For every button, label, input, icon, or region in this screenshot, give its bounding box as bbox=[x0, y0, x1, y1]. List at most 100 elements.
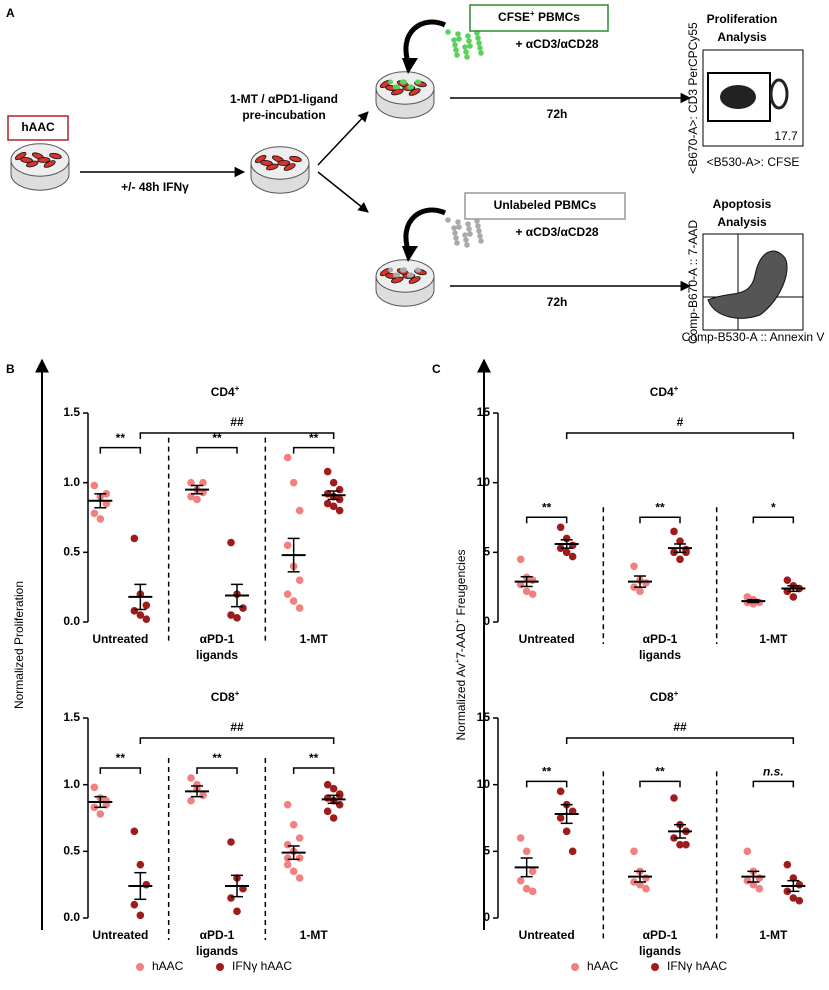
panel-label: A bbox=[6, 6, 15, 20]
data-point bbox=[295, 874, 304, 882]
data-point bbox=[289, 478, 298, 487]
data-point bbox=[96, 515, 105, 523]
pbmc bbox=[466, 226, 472, 232]
stim-label: + αCD3/αCD28 bbox=[515, 225, 598, 239]
superscript: + bbox=[530, 9, 535, 18]
data-point bbox=[528, 576, 537, 584]
cell bbox=[277, 160, 291, 166]
cell bbox=[49, 152, 62, 160]
data-point bbox=[136, 611, 145, 619]
sig-bracket bbox=[525, 516, 568, 524]
cell bbox=[37, 157, 51, 163]
data-point bbox=[783, 860, 792, 869]
sig-label: ## bbox=[673, 720, 687, 734]
data-point bbox=[556, 814, 565, 822]
x-tick-label: Untreated bbox=[92, 928, 148, 942]
data-point bbox=[295, 576, 304, 584]
data-point bbox=[516, 876, 525, 885]
data-point bbox=[96, 810, 105, 818]
pbmc bbox=[477, 45, 483, 51]
text-part: CD4 bbox=[211, 385, 235, 399]
x-tick-label: Untreated bbox=[92, 632, 148, 646]
legend-marker bbox=[136, 963, 144, 971]
x-tick-label: 1-MT bbox=[300, 928, 329, 942]
data-point bbox=[630, 562, 638, 571]
pbmc bbox=[453, 235, 459, 241]
density bbox=[769, 78, 789, 110]
y-tick-label: 1.0 bbox=[63, 475, 80, 489]
data-point bbox=[743, 593, 752, 601]
data-point bbox=[187, 774, 195, 782]
y-tick-label: 5 bbox=[483, 545, 490, 559]
pbmc bbox=[393, 84, 398, 90]
y-tick-label: 15 bbox=[477, 710, 491, 724]
data-point bbox=[556, 523, 565, 532]
pbmc bbox=[477, 233, 483, 239]
x-tick-label: αPD-1 bbox=[200, 632, 235, 646]
x-tick-label: Untreated bbox=[519, 928, 575, 942]
data-point bbox=[323, 807, 332, 816]
data-point bbox=[516, 555, 525, 564]
pbmc bbox=[476, 40, 482, 46]
y-axis-label: Normalized Av+7-AAD+ Freugencies bbox=[453, 550, 469, 741]
data-point bbox=[630, 847, 638, 856]
data-point bbox=[522, 847, 531, 856]
legend-marker bbox=[651, 963, 659, 971]
pbmc bbox=[455, 31, 461, 37]
preinc-label: pre-incubation bbox=[242, 108, 325, 122]
pbmc bbox=[455, 219, 461, 225]
data-point bbox=[283, 453, 292, 462]
data-point bbox=[795, 880, 804, 889]
data-point bbox=[528, 887, 537, 896]
data-point bbox=[289, 597, 298, 605]
data-point bbox=[335, 485, 344, 494]
pbmc bbox=[467, 43, 473, 49]
pbmc bbox=[462, 44, 468, 50]
cell bbox=[43, 160, 56, 168]
data-point bbox=[682, 840, 690, 849]
text-part: Normalized Proliferation bbox=[12, 581, 26, 709]
haac-box bbox=[7, 115, 69, 141]
legend-label: IFNγ hAAC bbox=[667, 959, 727, 973]
superscript: + bbox=[235, 689, 240, 698]
data-point bbox=[642, 579, 650, 587]
cells-box bbox=[469, 4, 609, 32]
analysis-title: Proliferation bbox=[707, 12, 778, 26]
data-point bbox=[233, 614, 241, 622]
cell bbox=[20, 157, 33, 163]
time-label: 72h bbox=[547, 107, 568, 121]
y-tick-label: 1.0 bbox=[63, 777, 80, 791]
data-point bbox=[227, 894, 235, 902]
data-point bbox=[323, 780, 332, 789]
data-point bbox=[670, 527, 678, 536]
data-point bbox=[335, 791, 344, 800]
data-point bbox=[142, 601, 151, 610]
cell bbox=[391, 276, 404, 284]
time-label: 72h bbox=[547, 295, 568, 309]
analysis-title: Analysis bbox=[717, 30, 767, 44]
x-tick-label: ligands bbox=[639, 944, 681, 958]
sig-bracket bbox=[139, 432, 335, 439]
legend-label: IFNγ hAAC bbox=[232, 959, 292, 973]
sig-bracket bbox=[525, 780, 568, 788]
x-tick-label: Untreated bbox=[519, 632, 575, 646]
sig-bracket bbox=[752, 780, 795, 788]
data-point bbox=[283, 840, 292, 849]
pbmc bbox=[415, 267, 420, 273]
sig-label: ## bbox=[230, 415, 244, 429]
sig-label: ** bbox=[212, 751, 222, 765]
sig-bracket bbox=[639, 516, 681, 524]
data-point bbox=[522, 587, 531, 596]
cell bbox=[266, 163, 279, 171]
pbmc bbox=[462, 232, 468, 238]
data-point bbox=[755, 884, 764, 893]
sig-label: ** bbox=[116, 431, 126, 445]
pbmc bbox=[407, 84, 412, 90]
data-point bbox=[335, 495, 344, 504]
data-point bbox=[187, 492, 195, 501]
cells-label: CFSE+ PBMCs bbox=[498, 9, 580, 25]
data-point bbox=[676, 840, 684, 849]
data-point bbox=[789, 593, 798, 601]
superscript: + bbox=[674, 384, 679, 393]
pbmc bbox=[456, 36, 462, 42]
